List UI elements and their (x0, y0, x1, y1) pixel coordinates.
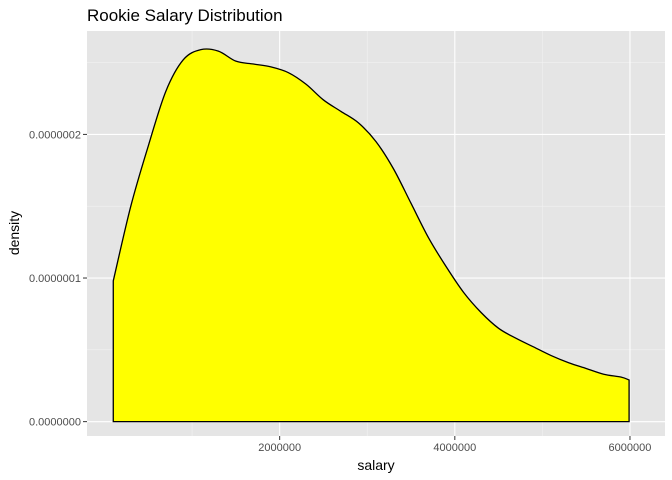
y-axis: 0.0000000 0.0000001 0.0000002 (29, 129, 87, 429)
chart-title: Rookie Salary Distribution (87, 6, 283, 25)
y-tick-label: 0.0000000 (29, 417, 81, 429)
x-tick-label: 2000000 (258, 442, 301, 454)
y-tick-label: 0.0000002 (29, 129, 81, 141)
x-tick-label: 6000000 (609, 442, 652, 454)
density-area (112, 48, 630, 423)
y-axis-label: density (6, 211, 22, 255)
y-tick-label: 0.0000001 (29, 273, 81, 285)
x-tick-label: 4000000 (433, 442, 476, 454)
x-axis: 2000000 4000000 6000000 (258, 436, 651, 454)
x-axis-label: salary (357, 457, 394, 473)
